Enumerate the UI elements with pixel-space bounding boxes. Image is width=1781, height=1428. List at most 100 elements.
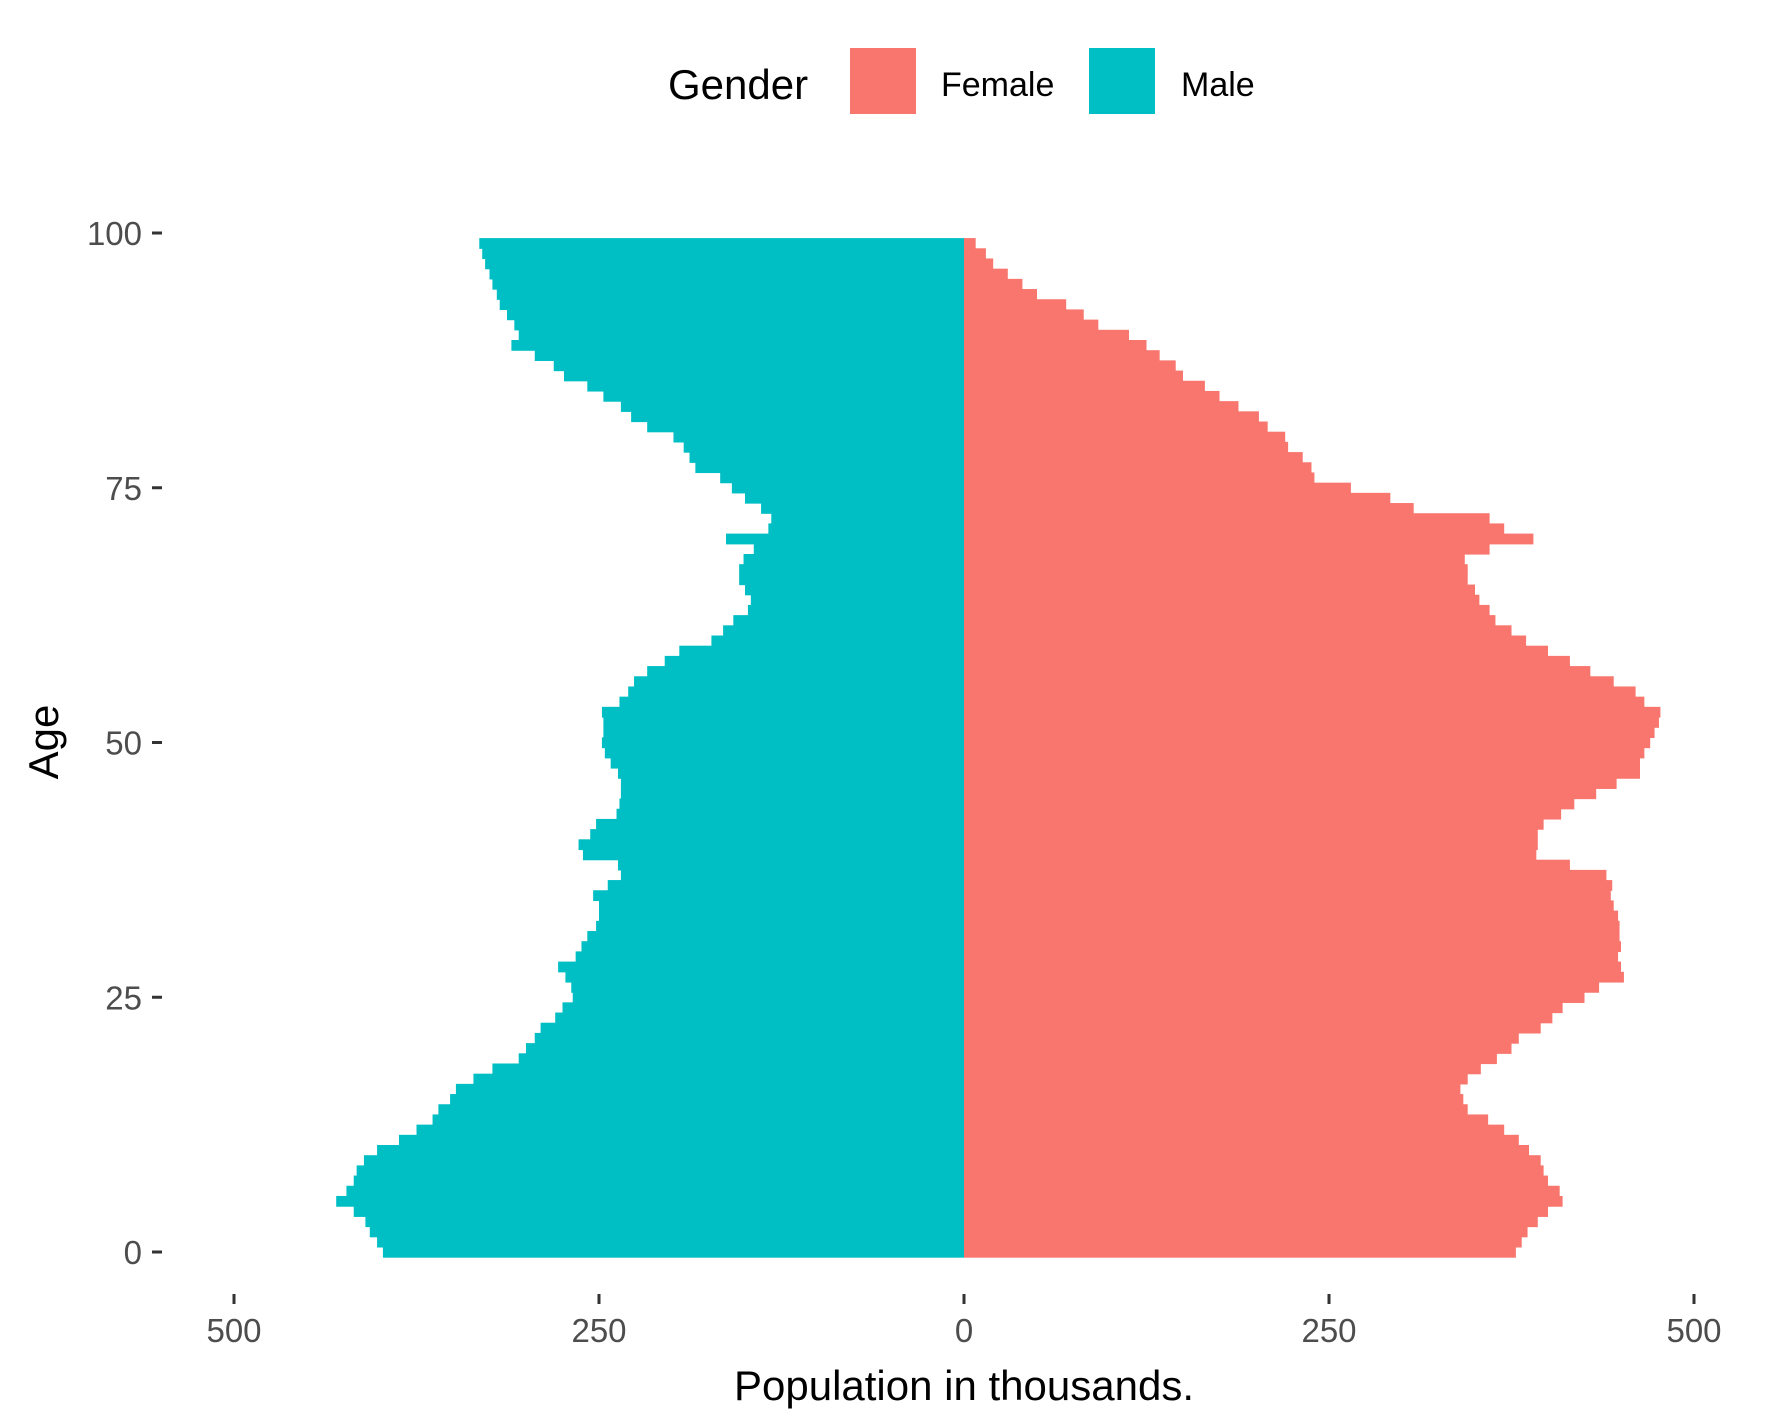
- bar-male-age-5: [336, 1195, 964, 1207]
- bar-female-age-32: [964, 920, 1620, 932]
- bar-male-age-75: [731, 482, 964, 494]
- bar-male-age-7: [353, 1175, 965, 1187]
- bar-female-age-91: [964, 319, 1099, 331]
- y-tick-label-25: 25: [105, 979, 142, 1016]
- bar-male-age-64: [750, 594, 964, 606]
- bar-male-age-98: [482, 248, 964, 260]
- bar-female-age-63: [964, 604, 1490, 616]
- bar-male-age-38: [617, 859, 964, 871]
- bar-male-age-29: [575, 951, 964, 963]
- bar-male-age-82: [631, 411, 964, 423]
- bar-male-age-40: [578, 839, 964, 851]
- bar-female-age-7: [964, 1175, 1548, 1187]
- bar-female-age-45: [964, 788, 1597, 800]
- bar-female-age-96: [964, 268, 1008, 280]
- bar-male-age-22: [540, 1022, 964, 1034]
- legend-label-female: Female: [941, 66, 1054, 104]
- bar-male-age-76: [720, 472, 964, 484]
- bar-female-age-78: [964, 452, 1303, 463]
- bar-female-age-54: [964, 696, 1645, 708]
- bar-male-age-57: [647, 666, 964, 677]
- bar-male-age-85: [587, 380, 964, 392]
- bar-female-age-70: [964, 533, 1534, 545]
- bar-male-age-28: [558, 961, 964, 973]
- bar-male-age-25: [572, 992, 964, 1003]
- bar-female-age-71: [964, 523, 1505, 535]
- bar-female-age-42: [964, 818, 1544, 830]
- bar-female-age-87: [964, 360, 1176, 372]
- bar-male-age-17: [473, 1073, 964, 1085]
- bar-male-age-50: [601, 737, 964, 749]
- legend: Gender Female Male: [668, 48, 1255, 114]
- bar-female-age-25: [964, 992, 1585, 1003]
- bar-female-age-37: [964, 869, 1607, 881]
- bar-female-age-89: [964, 339, 1147, 351]
- bar-female-age-99: [964, 238, 976, 249]
- bar-male-age-51: [603, 727, 964, 739]
- x-tick-label-3: 250: [1301, 1312, 1356, 1349]
- bar-male-age-71: [768, 523, 964, 535]
- y-tick-label-50: 50: [105, 725, 142, 762]
- y-tick-label-0: 0: [124, 1234, 142, 1271]
- bar-male-age-58: [664, 655, 964, 667]
- bar-male-age-21: [534, 1032, 964, 1044]
- bar-male-age-87: [553, 360, 964, 372]
- bar-male-age-54: [619, 696, 964, 708]
- bar-male-age-65: [745, 584, 964, 596]
- bar-male-age-42: [596, 818, 964, 830]
- bar-male-age-99: [479, 238, 964, 249]
- bar-male-age-89: [511, 339, 964, 351]
- bar-male-age-0: [382, 1246, 964, 1258]
- bar-male-age-55: [628, 686, 964, 698]
- x-tick-label-1: 250: [571, 1312, 626, 1349]
- bar-male-age-20: [526, 1043, 964, 1054]
- bar-female-age-98: [964, 248, 986, 260]
- bar-male-age-52: [603, 717, 964, 728]
- bar-male-age-74: [745, 492, 964, 504]
- bar-male-age-56: [634, 676, 964, 688]
- bar-male-age-3: [365, 1216, 964, 1228]
- bar-male-age-68: [743, 553, 964, 565]
- y-axis: 0 25 50 75 100: [87, 215, 162, 1271]
- bar-female-age-64: [964, 594, 1480, 606]
- bar-male-age-96: [489, 268, 964, 280]
- bar-male-age-72: [771, 513, 964, 525]
- bar-male-age-4: [353, 1206, 965, 1217]
- bar-male-age-37: [620, 869, 964, 881]
- bar-female-age-83: [964, 401, 1239, 412]
- bar-female-age-88: [964, 350, 1160, 361]
- bar-female-age-43: [964, 808, 1562, 820]
- bar-male-age-14: [438, 1104, 964, 1116]
- bar-male-age-63: [747, 604, 964, 616]
- y-tick-label-100: 100: [87, 215, 142, 252]
- bar-female-age-51: [964, 727, 1655, 739]
- bar-male-age-77: [695, 462, 964, 474]
- bar-male-age-92: [507, 309, 964, 321]
- bar-female-age-76: [964, 472, 1315, 484]
- bar-female-age-48: [964, 757, 1640, 769]
- bar-male-age-44: [619, 798, 964, 810]
- bar-female-age-10: [964, 1145, 1530, 1156]
- bar-female-age-18: [964, 1063, 1481, 1075]
- bar-female-age-60: [964, 635, 1527, 647]
- bar-male-age-12: [416, 1124, 964, 1136]
- bar-female-age-65: [964, 584, 1475, 596]
- bar-male-age-67: [739, 564, 964, 575]
- bar-female-age-57: [964, 666, 1591, 677]
- bar-male-age-26: [571, 981, 964, 993]
- bar-male-age-66: [739, 574, 964, 586]
- bar-male-age-43: [616, 808, 964, 820]
- bar-male-age-35: [593, 890, 964, 902]
- bar-female-age-94: [964, 289, 1037, 300]
- bar-male-age-31: [587, 931, 964, 942]
- bar-female-age-15: [964, 1094, 1464, 1105]
- bar-female-age-59: [964, 645, 1548, 657]
- bar-male-age-8: [356, 1165, 964, 1177]
- bar-female-age-26: [964, 981, 1600, 993]
- bar-female-age-23: [964, 1012, 1553, 1024]
- bar-female-age-50: [964, 737, 1651, 749]
- bar-female-age-36: [964, 880, 1613, 891]
- bar-male-age-15: [450, 1094, 965, 1105]
- bar-male-age-41: [590, 829, 964, 840]
